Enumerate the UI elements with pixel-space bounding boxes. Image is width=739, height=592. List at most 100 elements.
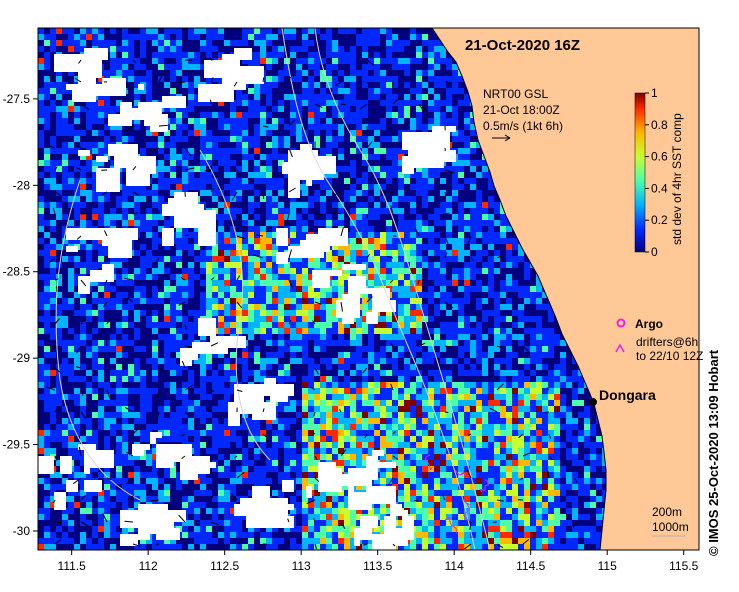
sst-pixel <box>416 304 422 310</box>
sst-pixel <box>206 100 212 106</box>
sst-pixel <box>164 28 170 34</box>
sst-pixel <box>380 334 386 340</box>
sst-pixel <box>230 190 236 196</box>
sst-pixel <box>50 412 56 418</box>
sst-pixel <box>266 220 272 226</box>
sst-pixel <box>170 76 176 82</box>
sst-pixel <box>548 370 554 376</box>
sst-pixel <box>320 262 326 268</box>
sst-pixel <box>152 184 158 190</box>
sst-pixel <box>482 202 488 208</box>
sst-pixel <box>428 76 434 82</box>
sst-pixel <box>98 250 104 256</box>
sst-pixel <box>464 316 470 322</box>
sst-pixel <box>224 388 230 394</box>
sst-pixel <box>50 406 56 412</box>
sst-pixel <box>350 94 356 100</box>
sst-pixel <box>272 196 278 202</box>
sst-pixel <box>68 352 74 358</box>
sst-pixel <box>50 418 56 424</box>
sst-pixel <box>140 412 146 418</box>
sst-pixel <box>464 388 470 394</box>
sst-pixel <box>578 382 584 388</box>
sst-pixel <box>290 304 296 310</box>
sst-pixel <box>386 244 392 250</box>
sst-pixel <box>392 274 398 280</box>
sst-pixel <box>356 406 362 412</box>
sst-pixel <box>278 52 284 58</box>
sst-pixel <box>350 190 356 196</box>
sst-pixel <box>362 82 368 88</box>
sst-pixel <box>362 232 368 238</box>
sst-pixel <box>554 388 560 394</box>
sst-pixel <box>140 268 146 274</box>
sst-pixel <box>398 214 404 220</box>
sst-pixel <box>506 250 512 256</box>
sst-pixel <box>146 214 152 220</box>
sst-pixel <box>392 118 398 124</box>
sst-pixel <box>314 382 320 388</box>
sst-pixel <box>434 382 440 388</box>
sst-pixel <box>302 316 308 322</box>
sst-pixel <box>62 184 68 190</box>
sst-pixel <box>344 100 350 106</box>
sst-pixel <box>434 292 440 298</box>
sst-pixel <box>206 172 212 178</box>
sst-pixel <box>356 40 362 46</box>
sst-pixel <box>524 274 530 280</box>
sst-pixel <box>416 388 422 394</box>
sst-pixel <box>110 70 116 76</box>
sst-pixel <box>146 274 152 280</box>
sst-pixel <box>266 130 272 136</box>
sst-pixel <box>98 76 104 82</box>
sst-pixel <box>404 406 410 412</box>
sst-pixel <box>206 262 212 268</box>
sst-pixel <box>164 364 170 370</box>
sst-pixel <box>416 70 422 76</box>
sst-pixel <box>488 274 494 280</box>
sst-pixel <box>296 220 302 226</box>
sst-pixel <box>200 112 206 118</box>
sst-pixel <box>218 100 224 106</box>
sst-pixel <box>254 34 260 40</box>
sst-pixel <box>212 250 218 256</box>
sst-pixel <box>236 310 242 316</box>
sst-pixel <box>302 70 308 76</box>
sst-pixel <box>458 244 464 250</box>
sst-pixel <box>350 118 356 124</box>
sst-pixel <box>242 346 248 352</box>
sst-pixel <box>224 244 230 250</box>
sst-pixel <box>452 256 458 262</box>
sst-pixel <box>146 76 152 82</box>
sst-pixel <box>422 382 428 388</box>
sst-pixel <box>446 166 452 172</box>
sst-pixel <box>374 400 380 406</box>
sst-pixel <box>260 232 266 238</box>
sst-pixel <box>140 394 146 400</box>
sst-pixel <box>62 88 68 94</box>
sst-pixel <box>68 286 74 292</box>
sst-pixel <box>410 256 416 262</box>
sst-pixel <box>176 346 182 352</box>
sst-pixel <box>260 286 266 292</box>
sst-pixel <box>176 334 182 340</box>
sst-pixel <box>308 256 314 262</box>
sst-pixel <box>416 412 422 418</box>
sst-pixel <box>368 370 374 376</box>
sst-pixel <box>200 100 206 106</box>
sst-pixel <box>212 76 218 82</box>
sst-pixel <box>116 106 122 112</box>
sst-pixel <box>68 178 74 184</box>
sst-pixel <box>158 34 164 40</box>
sst-pixel <box>386 40 392 46</box>
sst-pixel <box>488 268 494 274</box>
sst-pixel <box>362 388 368 394</box>
sst-pixel <box>62 304 68 310</box>
sst-pixel <box>266 340 272 346</box>
sst-pixel <box>254 238 260 244</box>
sst-pixel <box>332 256 338 262</box>
sst-pixel <box>392 406 398 412</box>
sst-pixel <box>488 238 494 244</box>
sst-pixel <box>428 286 434 292</box>
sst-pixel <box>110 340 116 346</box>
